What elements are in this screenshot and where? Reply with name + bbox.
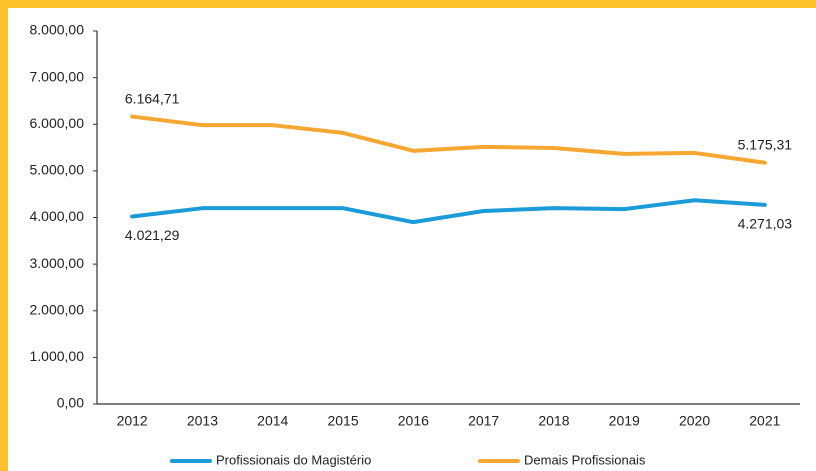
x-tick-label: 2019 xyxy=(609,413,640,429)
frame-top xyxy=(0,0,816,8)
x-tick-label: 2017 xyxy=(468,413,499,429)
data-label: 5.175,31 xyxy=(738,136,793,152)
data-label: 6.164,71 xyxy=(125,90,180,106)
data-label: 4.271,03 xyxy=(738,216,793,232)
y-tick-label: 0,00 xyxy=(57,395,84,411)
x-tick-label: 2015 xyxy=(327,413,358,429)
y-tick-label: 7.000,00 xyxy=(30,68,85,84)
x-tick-label: 2016 xyxy=(398,413,429,429)
x-tick-label: 2018 xyxy=(538,413,569,429)
x-tick-label: 2012 xyxy=(117,413,148,429)
x-tick-label: 2020 xyxy=(679,413,710,429)
x-tick-label: 2021 xyxy=(749,413,780,429)
legend-label: Profissionais do Magistério xyxy=(216,452,371,467)
y-tick-label: 5.000,00 xyxy=(30,162,85,178)
data-label: 4.021,29 xyxy=(125,227,180,243)
series-line xyxy=(130,198,767,225)
y-tick-label: 8.000,00 xyxy=(30,22,85,38)
y-tick-label: 2.000,00 xyxy=(30,301,85,317)
x-tick-label: 2013 xyxy=(187,413,218,429)
y-tick-label: 4.000,00 xyxy=(30,208,85,224)
y-tick-label: 3.000,00 xyxy=(30,255,85,271)
y-tick-label: 1.000,00 xyxy=(30,348,85,364)
x-tick-label: 2014 xyxy=(257,413,288,429)
legend-label: Demais Profissionais xyxy=(524,452,646,467)
y-tick-label: 6.000,00 xyxy=(30,115,85,131)
series-line xyxy=(130,114,767,165)
frame-left xyxy=(0,0,8,471)
